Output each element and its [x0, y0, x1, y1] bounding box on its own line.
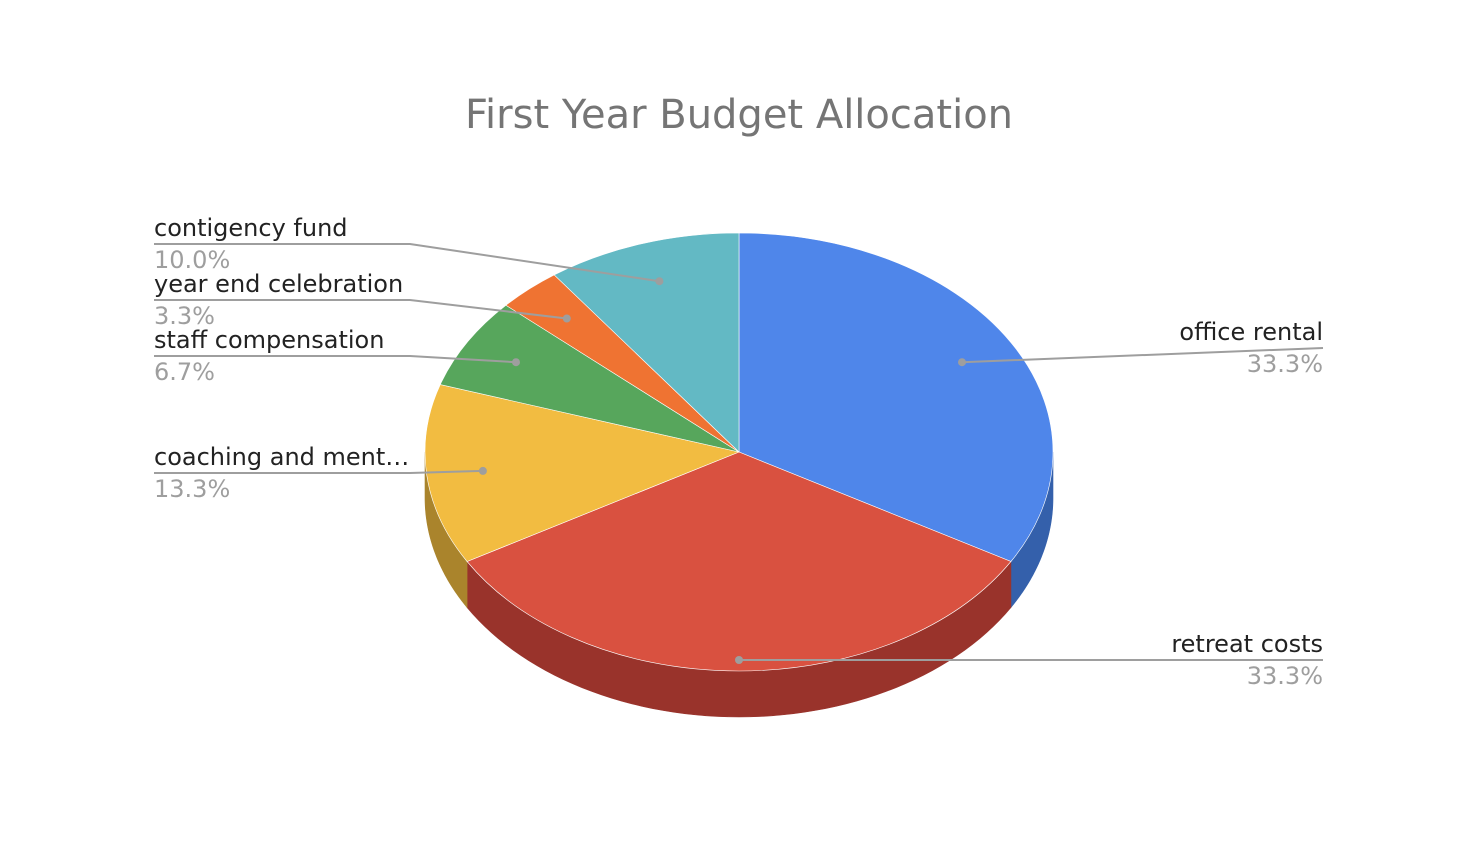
slice-label-coaching-and-ment: coaching and ment…	[154, 443, 409, 471]
leader-dot-staff-compensation	[512, 358, 520, 367]
slice-label-staff-compensation: staff compensation	[154, 326, 384, 354]
leader-line-year-end-celebration	[154, 299, 567, 320]
slice-percent-retreat-costs: 33.3%	[1247, 662, 1323, 690]
leader-line-contigency-fund	[154, 243, 660, 283]
slice-label-office-rental: office rental	[1179, 318, 1323, 346]
pie-labels: contigency fund 10.0%year end celebration…	[154, 214, 1324, 690]
slice-percent-year-end-celebration: 3.3%	[154, 302, 215, 330]
label-group-staff-compensation: staff compensation 6.7%	[154, 326, 520, 386]
leader-dot-retreat-costs	[735, 656, 743, 664]
label-group-contigency-fund: contigency fund 10.0%	[154, 214, 664, 286]
label-group-retreat-costs: retreat costs 33.3%	[735, 630, 1323, 690]
leader-dot-year-end-celebration	[562, 314, 571, 323]
slice-percent-staff-compensation: 6.7%	[154, 358, 215, 386]
label-group-coaching-and-ment: coaching and ment… 13.3%	[154, 443, 487, 503]
pie-slice-coaching-and-ment[interactable]	[424, 384, 741, 562]
label-group-year-end-celebration: year end celebration 3.3%	[154, 270, 571, 330]
pie-slice-office-rental[interactable]	[738, 232, 1054, 562]
label-group-office-rental: office rental 33.3%	[958, 318, 1324, 378]
pie-slice-contigency-fund[interactable]	[553, 232, 740, 453]
leader-dot-contigency-fund	[655, 277, 664, 286]
chart-title: First Year Budget Allocation	[465, 92, 1013, 138]
pie-slice-staff-compensation[interactable]	[439, 304, 740, 453]
slice-label-retreat-costs: retreat costs	[1171, 630, 1323, 658]
slice-percent-office-rental: 33.3%	[1247, 350, 1323, 378]
pie-tops	[424, 232, 1054, 672]
leader-line-coaching-and-ment	[154, 469, 483, 474]
pie-slice-retreat-costs[interactable]	[466, 451, 1012, 672]
slice-percent-coaching-and-ment: 13.3%	[154, 475, 230, 503]
leader-dot-coaching-and-ment	[478, 466, 487, 475]
slice-percent-contigency-fund: 10.0%	[154, 246, 230, 274]
slice-label-contigency-fund: contigency fund	[154, 214, 348, 242]
leader-dot-office-rental	[958, 358, 966, 367]
leader-line-office-rental	[961, 347, 1324, 364]
leader-line-staff-compensation	[154, 355, 517, 364]
slice-label-year-end-celebration: year end celebration	[154, 270, 403, 298]
